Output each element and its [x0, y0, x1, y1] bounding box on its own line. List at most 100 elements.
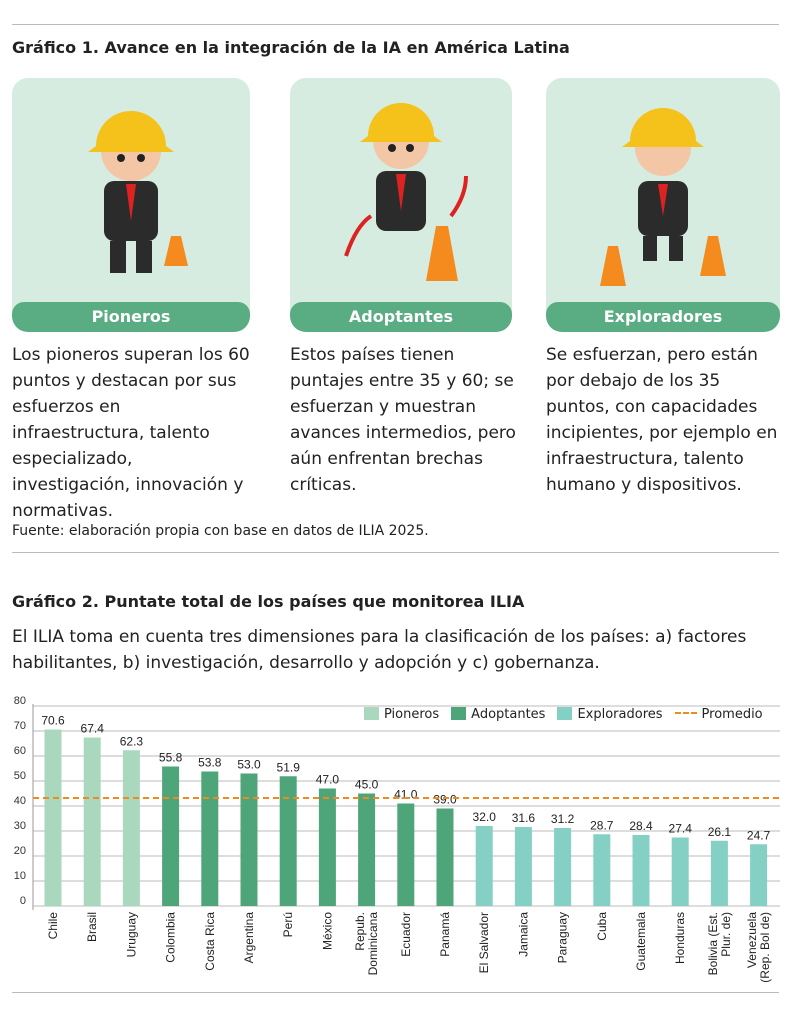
card-label: Exploradores — [546, 302, 780, 332]
legend-item-promedio: Promedio — [674, 707, 763, 722]
legend-label: Promedio — [701, 707, 763, 722]
x-tick-label: Jamaica — [516, 912, 530, 957]
x-tick-label: Costa Rica — [203, 912, 217, 971]
value-label: 47.0 — [316, 773, 340, 787]
x-tick-label: Cuba — [595, 912, 609, 941]
bar-el-salvador — [475, 826, 493, 906]
legend-label: Pioneros — [384, 707, 440, 722]
figure2-title: Gráfico 2. Puntate total de los países q… — [12, 592, 525, 611]
card-description: Los pioneros superan los 60 puntos y des… — [12, 345, 250, 521]
value-label: 39.0 — [433, 793, 457, 807]
bar-uruguay — [122, 750, 140, 906]
y-tick-label: 50 — [14, 770, 26, 782]
x-tick-label: Chile — [46, 912, 60, 940]
card-label: Pioneros — [12, 302, 250, 332]
card-description: Estos países tienen puntajes entre 35 y … — [290, 345, 516, 495]
value-label: 53.8 — [198, 756, 222, 770]
card-label: Adoptantes — [290, 302, 512, 332]
legend-item-exploradores: Exploradores — [557, 707, 663, 722]
value-label: 55.8 — [159, 751, 183, 765]
source-note: Fuente: elaboración propia con base en d… — [12, 523, 429, 539]
x-tick-label: Panamá — [438, 912, 452, 957]
value-label: 32.0 — [473, 810, 497, 824]
x-tick-label: México — [320, 912, 334, 950]
figure2-intro: El ILIA toma en cuenta tres dimensiones … — [12, 627, 747, 673]
x-tick-label: Argentina — [242, 912, 256, 964]
value-label: 28.7 — [590, 818, 614, 832]
bar-per- — [279, 776, 297, 906]
bar-honduras — [671, 837, 689, 906]
bar-bolivia-est-plur-de- — [710, 840, 728, 906]
y-tick-label: 70 — [14, 720, 26, 732]
y-tick-label: 60 — [14, 745, 26, 757]
value-label: 31.2 — [551, 812, 575, 826]
y-tick-label: 40 — [14, 795, 26, 807]
bar-brasil — [83, 737, 101, 906]
bar-panam- — [436, 808, 454, 906]
legend-label: Exploradores — [577, 707, 663, 722]
bar-venezuela-rep-bol-de- — [750, 844, 768, 906]
value-label: 70.6 — [41, 714, 65, 728]
value-label: 28.4 — [629, 819, 653, 833]
bar-colombia — [162, 766, 180, 906]
y-tick-label: 20 — [14, 845, 26, 857]
bar-jamaica — [514, 827, 532, 906]
value-label: 31.6 — [512, 811, 536, 825]
bar-repub-dominicana — [358, 793, 376, 906]
value-label: 41.0 — [394, 788, 418, 802]
y-tick-label: 30 — [14, 820, 26, 832]
card-pioneros: Pioneros — [12, 78, 250, 332]
legend-swatch — [364, 707, 379, 720]
x-tick-label: Guatemala — [634, 912, 648, 971]
x-tick-label: Bolivia (Est. — [706, 912, 720, 975]
bar-ecuador — [397, 803, 415, 906]
x-tick-label: Paraguay — [556, 912, 570, 963]
bar-argentina — [240, 773, 258, 906]
card-exploradores: Exploradores — [546, 78, 780, 332]
bar-m-xico — [318, 788, 336, 906]
x-tick-label: Colombia — [164, 912, 178, 963]
value-label: 62.3 — [120, 734, 144, 748]
y-tick-label: 80 — [14, 695, 26, 707]
x-tick-label: Dominicana — [366, 912, 380, 976]
bar-guatemala — [632, 835, 650, 906]
x-tick-label: (Rep. Bol de) — [758, 912, 772, 983]
value-label: 45.0 — [355, 778, 379, 792]
value-label: 51.9 — [277, 760, 301, 774]
card-description: Se esfuerzan, pero están por debajo de l… — [546, 345, 778, 495]
x-tick-label: Perú — [281, 912, 295, 937]
legend-label: Adoptantes — [471, 707, 546, 722]
value-label: 53.0 — [237, 758, 261, 772]
x-tick-label: Brasil — [85, 912, 99, 942]
x-tick-label: Honduras — [673, 912, 687, 964]
y-tick-label: 10 — [14, 870, 26, 882]
legend-swatch — [557, 707, 573, 720]
value-label: 27.4 — [669, 822, 693, 836]
legend-swatch — [451, 707, 467, 720]
divider — [12, 24, 779, 25]
worker-ok-gesture-icon — [88, 111, 188, 273]
figure1-title: Gráfico 1. Avance en la integración de l… — [12, 38, 570, 57]
bar-cuba — [593, 834, 611, 906]
divider — [12, 552, 779, 553]
y-tick-label: 0 — [20, 895, 26, 907]
bar-chile — [44, 729, 62, 906]
legend-dash — [674, 712, 697, 714]
x-tick-label: Repub. — [353, 912, 367, 951]
bar-chart: 0 10 20 30 40 50 60 70 80 70.6 Chile 67.4 Brasil 62.3… — [14, 695, 780, 983]
value-label: 67.4 — [81, 722, 105, 736]
bar-costa-rica — [201, 771, 219, 906]
legend-item-pioneros: Pioneros — [364, 707, 439, 722]
value-label: 26.1 — [708, 825, 732, 839]
legend-item-adoptantes: Adoptantes — [451, 707, 545, 722]
x-tick-label: Venezuela — [745, 912, 759, 968]
x-tick-label: Plur. de) — [719, 912, 733, 957]
value-label: 24.7 — [747, 828, 771, 842]
bar-paraguay — [554, 828, 572, 906]
divider — [12, 992, 779, 993]
x-tick-label: El Salvador — [477, 912, 491, 973]
worker-jumping-icon — [344, 103, 468, 281]
card-adoptantes: Adoptantes — [290, 78, 512, 332]
x-tick-label: Uruguay — [124, 912, 138, 957]
